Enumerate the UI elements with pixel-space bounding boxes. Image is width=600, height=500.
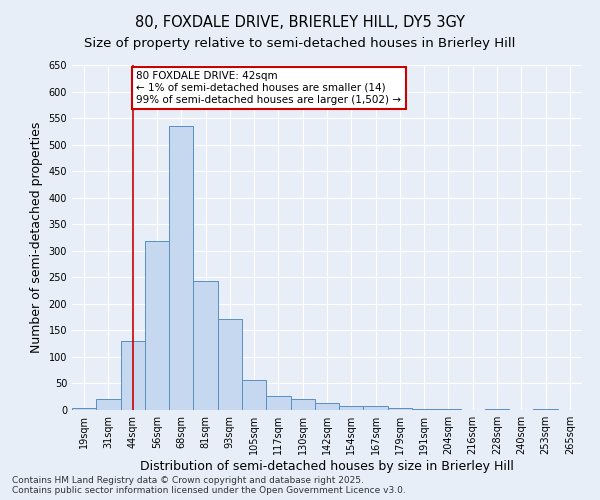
X-axis label: Distribution of semi-detached houses by size in Brierley Hill: Distribution of semi-detached houses by …	[140, 460, 514, 473]
Bar	[315, 402, 339, 410]
Bar	[339, 406, 364, 410]
Text: Size of property relative to semi-detached houses in Brierley Hill: Size of property relative to semi-detach…	[85, 38, 515, 51]
Y-axis label: Number of semi-detached properties: Number of semi-detached properties	[30, 122, 43, 353]
Text: Contains HM Land Registry data © Crown copyright and database right 2025.
Contai: Contains HM Land Registry data © Crown c…	[12, 476, 406, 495]
Bar	[364, 406, 388, 410]
Bar	[169, 126, 193, 410]
Bar	[145, 241, 169, 410]
Text: 80 FOXDALE DRIVE: 42sqm
← 1% of semi-detached houses are smaller (14)
99% of sem: 80 FOXDALE DRIVE: 42sqm ← 1% of semi-det…	[136, 72, 401, 104]
Bar	[193, 281, 218, 410]
Bar	[242, 380, 266, 410]
Bar	[72, 408, 96, 410]
Bar	[121, 341, 145, 410]
Bar	[388, 408, 412, 410]
Bar	[218, 318, 242, 410]
Bar	[290, 400, 315, 410]
Text: 80, FOXDALE DRIVE, BRIERLEY HILL, DY5 3GY: 80, FOXDALE DRIVE, BRIERLEY HILL, DY5 3G…	[135, 15, 465, 30]
Bar	[96, 400, 121, 410]
Bar	[266, 396, 290, 410]
